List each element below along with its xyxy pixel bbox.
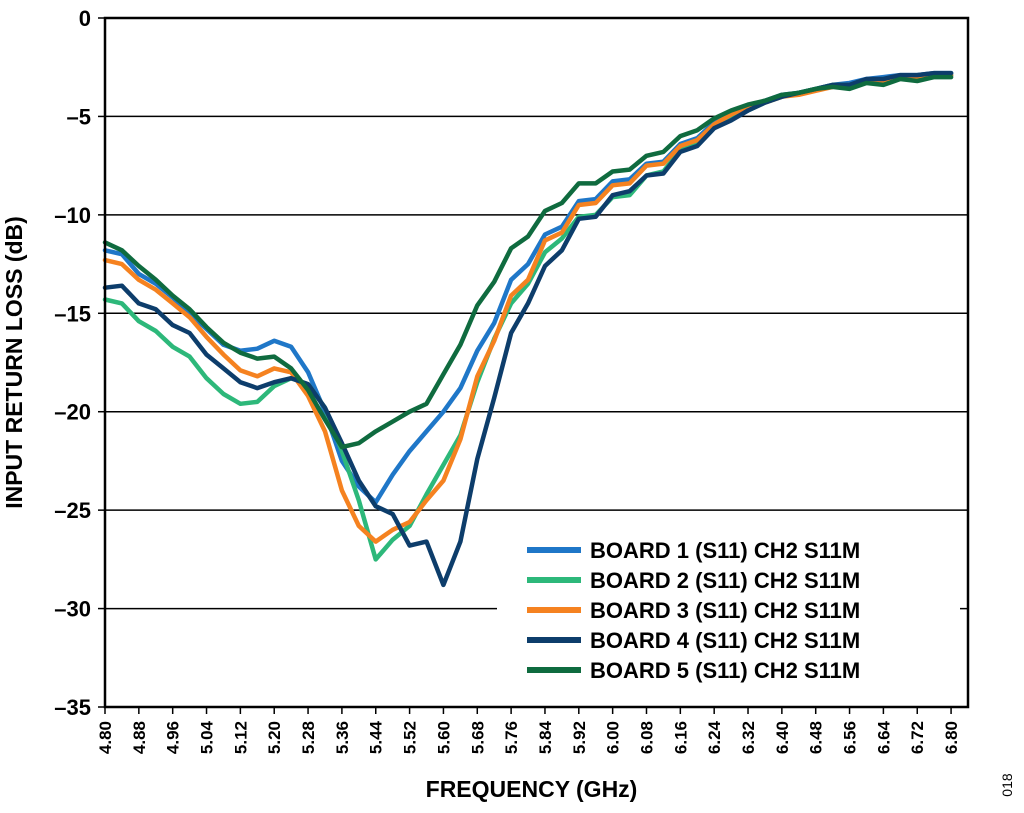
x-tick-label: 5.52 bbox=[401, 721, 420, 754]
legend-label-board-3: BOARD 3 (S11) CH2 S11M bbox=[590, 598, 860, 623]
x-axis-ticks: 4.80 4.88 4.96 5.04 5.12 5.20 5.28 5.36 5.44 5.52… bbox=[96, 707, 961, 754]
x-axis-title: FREQUENCY (GHz) bbox=[426, 776, 638, 802]
y-tick-label: –25 bbox=[54, 498, 91, 523]
x-tick-label: 5.44 bbox=[367, 720, 386, 754]
x-tick-label: 4.96 bbox=[164, 721, 183, 754]
y-tick-label: –30 bbox=[54, 597, 91, 622]
x-tick-label: 6.40 bbox=[773, 721, 792, 754]
x-tick-label: 6.72 bbox=[908, 721, 927, 754]
legend-label-board-2: BOARD 2 (S11) CH2 S11M bbox=[590, 568, 860, 593]
legend-label-board-4: BOARD 4 (S11) CH2 S11M bbox=[590, 628, 860, 653]
y-tick-label: –5 bbox=[67, 104, 91, 129]
y-tick-label: –10 bbox=[54, 203, 91, 228]
y-tick-label: –15 bbox=[54, 301, 91, 326]
x-tick-label: 6.80 bbox=[942, 721, 961, 754]
x-tick-label: 6.08 bbox=[637, 721, 656, 754]
legend-label-board-1: BOARD 1 (S11) CH2 S11M bbox=[590, 538, 860, 563]
x-tick-label: 5.12 bbox=[231, 721, 250, 754]
series-line-board-2 bbox=[102, 72, 954, 562]
y-axis-ticks: 0 –5 –10 –15 –20 –25 –30 –35 bbox=[54, 6, 105, 720]
x-tick-label: 6.64 bbox=[874, 720, 893, 754]
x-tick-label: 5.60 bbox=[434, 721, 453, 754]
x-tick-label: 6.24 bbox=[705, 720, 724, 754]
series-line-board-4 bbox=[102, 70, 954, 588]
x-tick-label: 5.84 bbox=[536, 720, 555, 754]
y-tick-label: 0 bbox=[79, 6, 91, 31]
x-tick-label: 5.68 bbox=[468, 721, 487, 754]
series-line-board-3 bbox=[102, 72, 954, 544]
x-tick-label: 4.80 bbox=[96, 721, 115, 754]
x-tick-label: 6.00 bbox=[604, 721, 623, 754]
legend: BOARD 1 (S11) CH2 S11M BOARD 2 (S11) CH2 … bbox=[527, 538, 860, 683]
x-tick-label: 6.48 bbox=[807, 721, 826, 754]
x-tick-label: 4.88 bbox=[130, 721, 149, 754]
x-tick-label: 6.56 bbox=[841, 721, 860, 754]
figure-id: 018 bbox=[999, 773, 1015, 797]
x-tick-label: 6.16 bbox=[671, 721, 690, 754]
plot-frame bbox=[103, 16, 970, 709]
y-axis-title: INPUT RETURN LOSS (dB) bbox=[1, 216, 27, 509]
x-tick-label: 5.92 bbox=[570, 721, 589, 754]
y-tick-label: –20 bbox=[54, 400, 91, 425]
y-tick-label: –35 bbox=[54, 695, 91, 720]
x-tick-label: 5.28 bbox=[299, 721, 318, 754]
series-line-board-1 bbox=[102, 70, 954, 505]
x-tick-label: 5.76 bbox=[502, 721, 521, 754]
series-layer bbox=[102, 70, 954, 588]
legend-label-board-5: BOARD 5 (S11) CH2 S11M bbox=[590, 658, 860, 683]
x-tick-label: 6.32 bbox=[739, 721, 758, 754]
x-tick-label: 5.20 bbox=[265, 721, 284, 754]
series-line-board-5 bbox=[102, 74, 954, 450]
x-tick-label: 5.04 bbox=[198, 720, 217, 754]
x-tick-label: 5.36 bbox=[333, 721, 352, 754]
